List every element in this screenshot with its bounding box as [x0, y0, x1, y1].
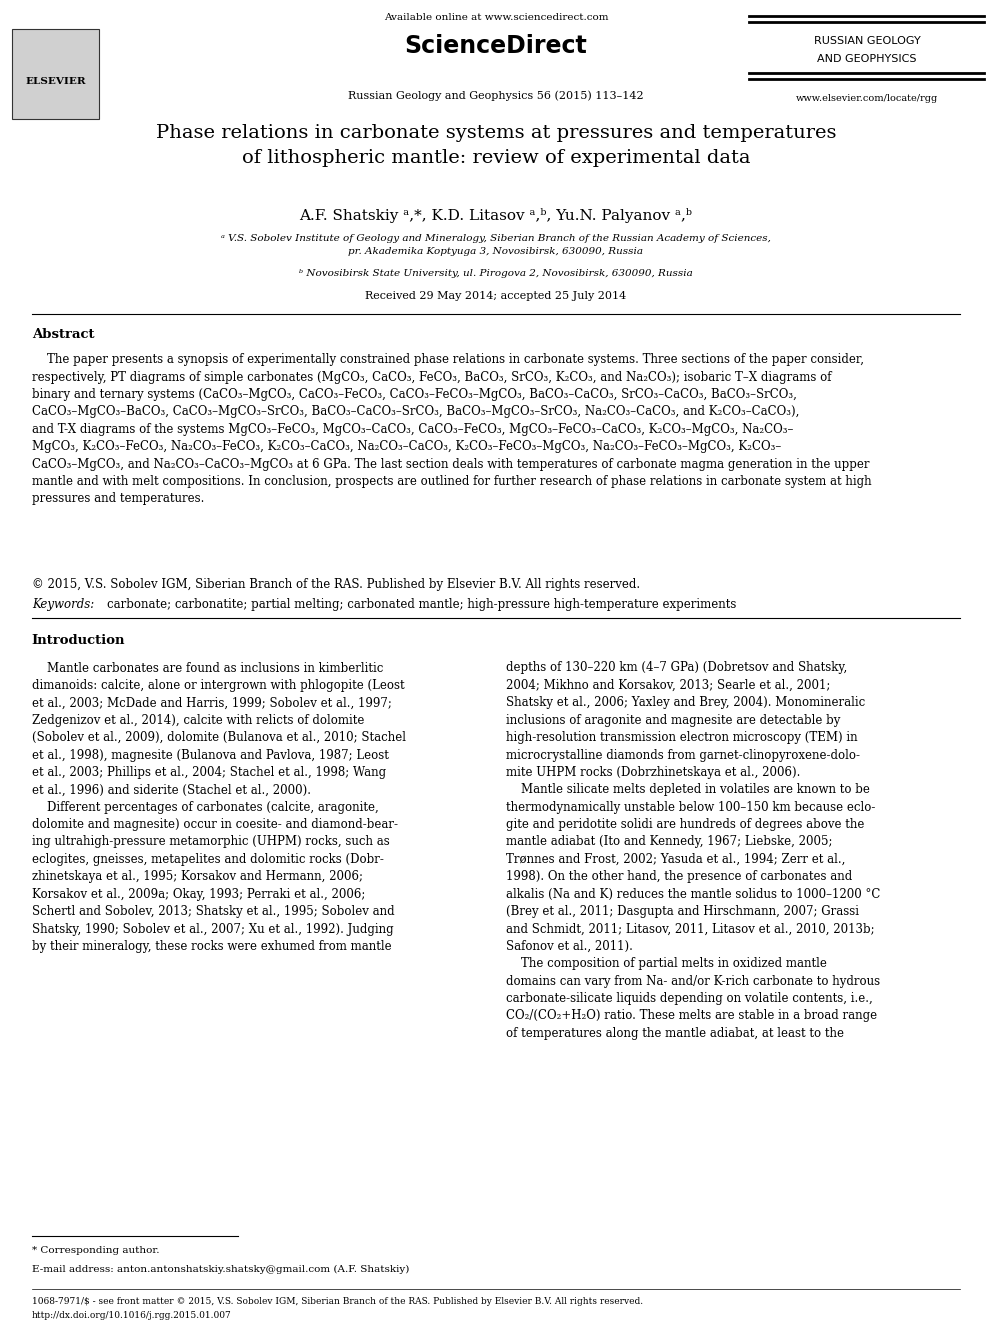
Text: http://dx.doi.org/10.1016/j.rgg.2015.01.007: http://dx.doi.org/10.1016/j.rgg.2015.01.…: [32, 1311, 231, 1320]
Text: Abstract: Abstract: [32, 328, 94, 341]
Text: Available online at www.sciencedirect.com: Available online at www.sciencedirect.co…: [384, 13, 608, 22]
Text: Received 29 May 2014; accepted 25 July 2014: Received 29 May 2014; accepted 25 July 2…: [365, 291, 627, 302]
Text: * Corresponding author.: * Corresponding author.: [32, 1246, 160, 1256]
Text: ᵃ V.S. Sobolev Institute of Geology and Mineralogy, Siberian Branch of the Russi: ᵃ V.S. Sobolev Institute of Geology and …: [221, 234, 771, 255]
Text: www.elsevier.com/locate/rgg: www.elsevier.com/locate/rgg: [796, 94, 938, 103]
Text: ᵇ Novosibirsk State University, ul. Pirogova 2, Novosibirsk, 630090, Russia: ᵇ Novosibirsk State University, ul. Piro…: [300, 269, 692, 278]
Text: ScienceDirect: ScienceDirect: [405, 34, 587, 58]
Text: The paper presents a synopsis of experimentally constrained phase relations in c: The paper presents a synopsis of experim…: [32, 353, 871, 505]
Text: A.F. Shatskiy ᵃ,*, K.D. Litasov ᵃ,ᵇ, Yu.N. Palyanov ᵃ,ᵇ: A.F. Shatskiy ᵃ,*, K.D. Litasov ᵃ,ᵇ, Yu.…: [300, 208, 692, 222]
Text: Phase relations in carbonate systems at pressures and temperatures
of lithospher: Phase relations in carbonate systems at …: [156, 124, 836, 168]
Text: © 2015, V.S. Sobolev IGM, Siberian Branch of the RAS. Published by Elsevier B.V.: © 2015, V.S. Sobolev IGM, Siberian Branc…: [32, 578, 640, 591]
Text: Russian Geology and Geophysics 56 (2015) 113–142: Russian Geology and Geophysics 56 (2015)…: [348, 90, 644, 101]
Text: Mantle carbonates are found as inclusions in kimberlitic
dimanoids: calcite, alo: Mantle carbonates are found as inclusion…: [32, 662, 406, 953]
Text: carbonate; carbonatite; partial melting; carbonated mantle; high-pressure high-t: carbonate; carbonatite; partial melting;…: [107, 598, 736, 611]
Text: ELSEVIER: ELSEVIER: [25, 77, 86, 86]
Text: Keywords:: Keywords:: [32, 598, 98, 611]
Text: Introduction: Introduction: [32, 634, 125, 647]
FancyBboxPatch shape: [12, 29, 99, 119]
Text: E-mail address: anton.antonshatskiy.shatsky@gmail.com (A.F. Shatskiy): E-mail address: anton.antonshatskiy.shat…: [32, 1265, 409, 1274]
Text: 1068-7971/$ - see front matter © 2015, V.S. Sobolev IGM, Siberian Branch of the : 1068-7971/$ - see front matter © 2015, V…: [32, 1297, 643, 1306]
Text: depths of 130–220 km (4–7 GPa) (Dobretsov and Shatsky,
2004; Mikhno and Korsakov: depths of 130–220 km (4–7 GPa) (Dobretso…: [506, 662, 880, 1040]
Text: RUSSIAN GEOLOGY: RUSSIAN GEOLOGY: [813, 36, 921, 46]
Text: AND GEOPHYSICS: AND GEOPHYSICS: [817, 54, 917, 65]
